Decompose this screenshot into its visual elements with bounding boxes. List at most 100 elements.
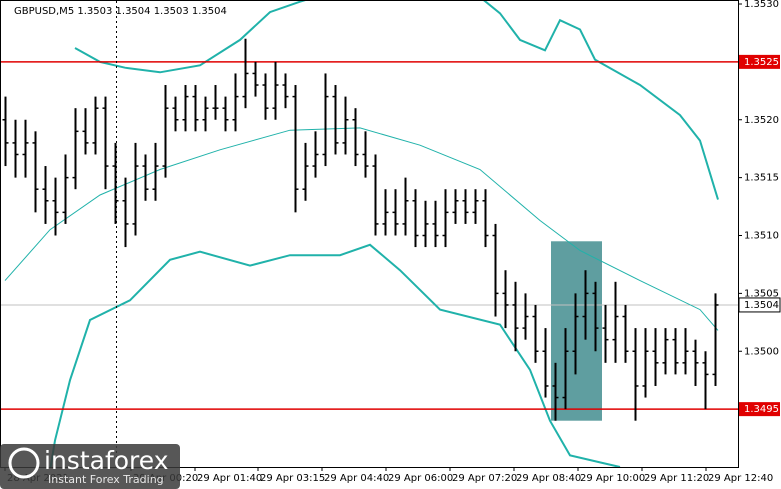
ohlc-bar — [522, 293, 529, 340]
ohlc-bar — [612, 281, 619, 363]
bollinger-band — [49, 243, 621, 467]
plot-frame — [0, 0, 739, 468]
ohlc-bar — [172, 96, 179, 132]
y-tick-label: 1.3520 — [744, 115, 779, 126]
ohlc-bar — [392, 189, 399, 236]
ohlc-bar — [502, 270, 509, 329]
level-price-box — [739, 54, 780, 69]
ohlc-bar — [22, 119, 29, 178]
x-tick-label: 29 Apr 11:20 — [644, 473, 709, 484]
ohlc-bar — [572, 293, 579, 375]
plot-area — [1, 1, 738, 467]
ohlc-bar — [2, 96, 9, 167]
ohlc-bar — [412, 189, 419, 248]
bollinger-band — [4, 127, 719, 331]
ohlc-bar — [82, 108, 89, 155]
ohlc-bar — [52, 177, 59, 236]
ohlc-bar — [292, 85, 299, 213]
logo-box — [0, 444, 180, 489]
ohlc-bar — [642, 328, 649, 398]
ohlc-bar — [652, 328, 659, 386]
ohlc-bar — [682, 328, 689, 375]
ohlc-bar — [352, 108, 359, 167]
ohlc-bar — [622, 304, 629, 363]
ohlc-bar — [212, 85, 219, 120]
x-tick-label: 29 Apr 12:40 — [708, 473, 773, 484]
ohlc-bar — [532, 304, 539, 363]
logo-name: instaforex — [44, 446, 169, 475]
ohlc-bar — [162, 85, 169, 178]
ohlc-bar — [72, 108, 79, 190]
logo-tagline: Instant Forex Trading — [48, 473, 164, 486]
ohlc-bar — [632, 328, 639, 421]
ohlc-bar — [712, 293, 719, 386]
x-tick-label: 29 Apr 07:20 — [452, 473, 517, 484]
ohlc-bar — [122, 177, 129, 248]
x-tick-label: 29 Apr 01:40 — [197, 473, 262, 484]
ohlc-bar — [542, 328, 549, 398]
y-tick-label: 1.3510 — [744, 231, 779, 242]
ohlc-bar — [142, 154, 149, 201]
ohlc-bar — [552, 362, 559, 421]
y-tick-label: 1.3530 — [744, 0, 779, 10]
ohlc-bar — [152, 142, 159, 201]
ohlc-bar — [332, 85, 339, 155]
ohlc-bar — [432, 200, 439, 248]
ohlc-bar — [342, 96, 349, 155]
ohlc-bar — [442, 189, 449, 248]
ohlc-bar — [132, 142, 139, 236]
ohlc-bar — [662, 328, 669, 375]
x-tick-label: 29 Apr 06:00 — [388, 473, 453, 484]
ohlc-bar — [312, 131, 319, 178]
ohlc-bar — [592, 281, 599, 352]
ohlc-bar — [182, 85, 189, 132]
level-price-box — [739, 402, 780, 417]
y-tick-label: 1.3500 — [744, 346, 779, 357]
ohlc-bar — [382, 189, 389, 236]
bollinger-band — [74, 1, 719, 200]
ohlc-bar — [92, 96, 99, 155]
level-price-label: 1.3525 — [744, 57, 779, 68]
ohlc-bar — [192, 85, 199, 132]
chart-title: GBPUSD,M5 1.3503 1.3504 1.3503 1.3504 — [14, 6, 227, 17]
ohlc-bar — [112, 142, 119, 224]
ohlc-bar — [362, 131, 369, 178]
ohlc-bar — [512, 281, 519, 352]
ohlc-bar — [402, 177, 409, 236]
current-price-label: 1.3504 — [744, 300, 779, 311]
ohlc-bar — [62, 154, 69, 224]
ohlc-bar — [242, 38, 249, 109]
current-price-box — [738, 297, 781, 313]
ohlc-bar — [262, 73, 269, 120]
y-tick-label: 1.3515 — [744, 173, 779, 184]
ohlc-bar — [582, 270, 589, 340]
ohlc-bar — [672, 328, 679, 375]
logo-icon — [8, 447, 40, 479]
ohlc-bar — [482, 189, 489, 248]
ohlc-bar — [452, 189, 459, 224]
ohlc-bar — [422, 200, 429, 248]
ohlc-bar — [12, 119, 19, 178]
ohlc-bar — [562, 328, 569, 410]
ohlc-bar — [492, 223, 499, 317]
level-price-label: 1.3495 — [744, 404, 779, 415]
ohlc-bar — [302, 142, 309, 201]
ohlc-bar — [602, 304, 609, 363]
ohlc-bar — [42, 166, 49, 224]
x-tick-label: 29 Apr 03:15 — [260, 473, 325, 484]
ohlc-bar — [372, 154, 379, 236]
ohlc-bar — [702, 351, 709, 410]
y-tick-label: 1.3505 — [744, 288, 779, 299]
x-tick-label: 29 Apr 04:40 — [324, 473, 389, 484]
x-tick-label: 29 Apr 10:00 — [580, 473, 645, 484]
ohlc-bar — [282, 73, 289, 109]
ohlc-bar — [232, 73, 239, 132]
ohlc-bar — [692, 339, 699, 386]
ohlc-bar — [202, 96, 209, 132]
ohlc-bar — [252, 61, 259, 97]
ohlc-bar — [222, 96, 229, 132]
ohlc-bar — [102, 96, 109, 190]
ohlc-bar — [32, 131, 39, 213]
ohlc-bar — [472, 189, 479, 224]
